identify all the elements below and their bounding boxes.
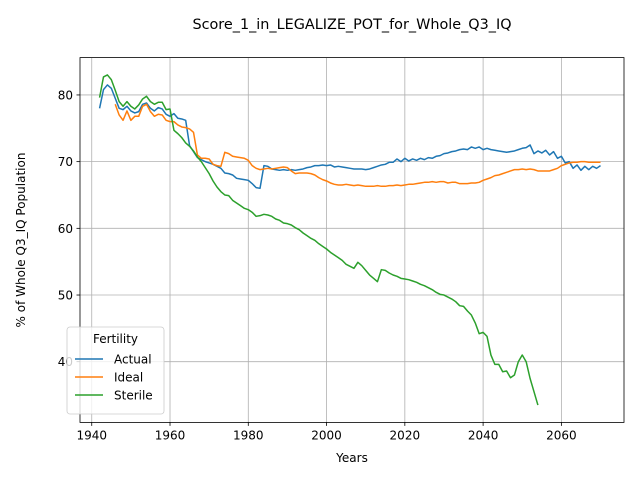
series-line-sterile bbox=[98, 74, 539, 406]
x-tick-label: 1980 bbox=[233, 428, 264, 442]
legend-label-ideal: Ideal bbox=[114, 371, 143, 385]
plot-frame bbox=[79, 57, 625, 423]
x-tick-label: 2040 bbox=[468, 428, 499, 442]
legend-label-sterile: Sterile bbox=[114, 389, 153, 403]
legend-box bbox=[66, 326, 165, 415]
x-tick-label: 2000 bbox=[311, 428, 342, 442]
y-tick-label: 70 bbox=[58, 155, 73, 169]
grid bbox=[80, 57, 624, 423]
series-line-actual bbox=[98, 84, 601, 190]
series-lines bbox=[98, 74, 601, 406]
x-tick-label: 2060 bbox=[546, 428, 577, 442]
y-tick-label: 80 bbox=[58, 88, 73, 102]
chart-title: Score_1_in_LEGALIZE_POT_for_Whole_Q3_IQ bbox=[192, 17, 511, 33]
y-tick-label: 50 bbox=[58, 289, 73, 303]
x-tick-label: 2020 bbox=[390, 428, 421, 442]
legend: Fertility Actual Ideal Sterile bbox=[66, 326, 165, 415]
legend-label-actual: Actual bbox=[114, 353, 152, 367]
x-tick-label: 1960 bbox=[155, 428, 186, 442]
y-axis-label: % of Whole Q3_IQ Population bbox=[14, 153, 28, 328]
legend-entries: Actual Ideal Sterile bbox=[75, 353, 153, 403]
x-tick-label: 1940 bbox=[76, 428, 107, 442]
x-axis-label: Years bbox=[335, 451, 368, 465]
legend-title: Fertility bbox=[93, 332, 138, 346]
series-line-ideal bbox=[114, 103, 601, 188]
y-tick-label: 60 bbox=[58, 222, 73, 236]
